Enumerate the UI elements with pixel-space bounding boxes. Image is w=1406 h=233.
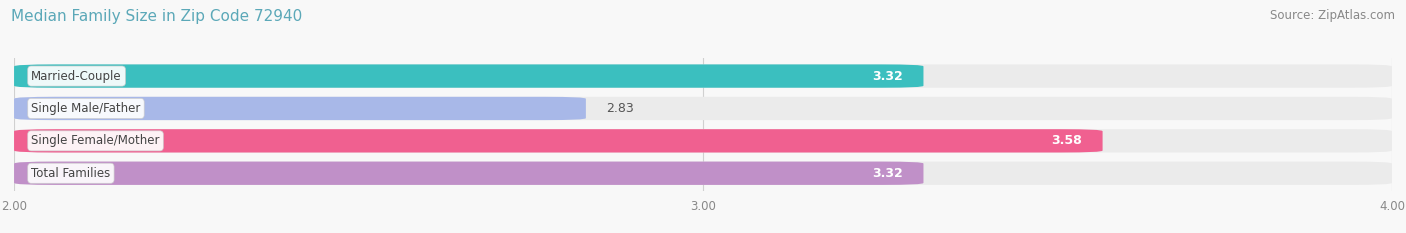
FancyBboxPatch shape	[14, 64, 1392, 88]
Text: 2.83: 2.83	[606, 102, 634, 115]
Text: Single Male/Father: Single Male/Father	[31, 102, 141, 115]
Text: 3.58: 3.58	[1052, 134, 1083, 147]
FancyBboxPatch shape	[14, 161, 1392, 185]
Text: Median Family Size in Zip Code 72940: Median Family Size in Zip Code 72940	[11, 9, 302, 24]
Text: 3.32: 3.32	[872, 167, 903, 180]
FancyBboxPatch shape	[14, 129, 1102, 153]
FancyBboxPatch shape	[14, 97, 586, 120]
Text: Source: ZipAtlas.com: Source: ZipAtlas.com	[1270, 9, 1395, 22]
Text: 3.32: 3.32	[872, 70, 903, 82]
FancyBboxPatch shape	[14, 129, 1392, 153]
FancyBboxPatch shape	[14, 64, 924, 88]
Text: Married-Couple: Married-Couple	[31, 70, 122, 82]
Text: Single Female/Mother: Single Female/Mother	[31, 134, 160, 147]
FancyBboxPatch shape	[14, 161, 924, 185]
Text: Total Families: Total Families	[31, 167, 111, 180]
FancyBboxPatch shape	[14, 97, 1392, 120]
